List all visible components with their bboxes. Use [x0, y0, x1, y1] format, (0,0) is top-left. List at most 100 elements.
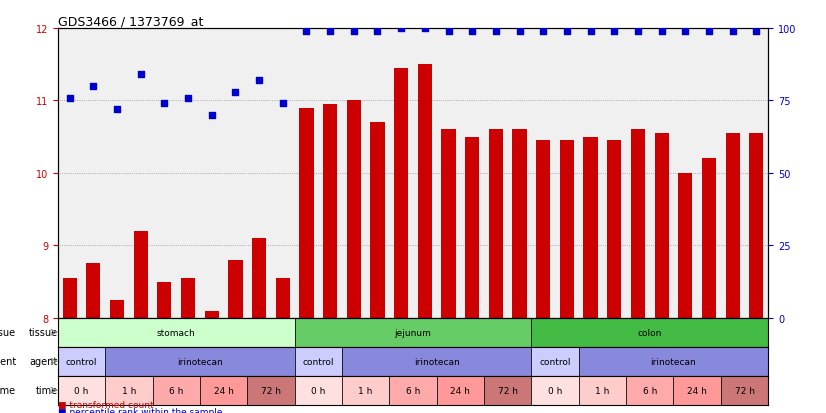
Point — [324, 28, 337, 35]
FancyBboxPatch shape — [437, 376, 484, 405]
Bar — [181, 278, 195, 318]
FancyBboxPatch shape — [389, 376, 437, 405]
Bar — [63, 278, 77, 318]
Text: 24 h: 24 h — [687, 386, 707, 395]
FancyBboxPatch shape — [579, 347, 768, 376]
FancyBboxPatch shape — [531, 347, 579, 376]
Point — [182, 95, 195, 102]
Text: 1 h: 1 h — [121, 386, 136, 395]
Point — [158, 101, 171, 107]
Text: control: control — [302, 357, 334, 366]
Point — [679, 28, 692, 35]
FancyBboxPatch shape — [105, 376, 153, 405]
Y-axis label: tissue: tissue — [0, 328, 17, 337]
Point — [537, 28, 550, 35]
Bar — [678, 173, 692, 318]
FancyBboxPatch shape — [105, 347, 295, 376]
Point — [726, 28, 739, 35]
FancyBboxPatch shape — [247, 376, 295, 405]
Bar — [134, 231, 148, 318]
Point — [87, 83, 100, 90]
Point — [134, 72, 147, 78]
Text: time: time — [36, 385, 58, 395]
Point — [229, 89, 242, 96]
Point — [702, 28, 715, 35]
Text: 24 h: 24 h — [214, 386, 234, 395]
FancyBboxPatch shape — [58, 318, 295, 347]
Point — [205, 112, 218, 119]
FancyBboxPatch shape — [295, 318, 531, 347]
Bar — [347, 101, 361, 318]
Point — [513, 28, 526, 35]
Bar — [252, 238, 266, 318]
Bar — [110, 300, 124, 318]
Bar — [441, 130, 456, 318]
Point — [560, 28, 573, 35]
Text: 72 h: 72 h — [261, 386, 281, 395]
FancyBboxPatch shape — [295, 347, 342, 376]
Point — [631, 28, 644, 35]
Bar — [323, 105, 337, 318]
Text: irinotecan: irinotecan — [414, 357, 459, 366]
Point — [655, 28, 668, 35]
Text: jejunum: jejunum — [395, 328, 431, 337]
Text: tissue: tissue — [29, 328, 58, 337]
Bar — [536, 141, 550, 318]
FancyBboxPatch shape — [342, 376, 389, 405]
FancyBboxPatch shape — [484, 376, 531, 405]
Bar — [276, 278, 290, 318]
Bar — [583, 137, 598, 318]
FancyBboxPatch shape — [579, 376, 626, 405]
FancyBboxPatch shape — [58, 376, 105, 405]
Text: colon: colon — [638, 328, 662, 337]
Bar — [370, 123, 385, 318]
Bar — [465, 137, 479, 318]
Point — [418, 26, 431, 32]
FancyBboxPatch shape — [58, 347, 105, 376]
Text: 0 h: 0 h — [74, 386, 88, 395]
Point — [276, 101, 289, 107]
Bar — [702, 159, 716, 318]
Text: ■ transformed count: ■ transformed count — [58, 400, 154, 409]
FancyBboxPatch shape — [342, 347, 531, 376]
FancyBboxPatch shape — [200, 376, 247, 405]
Text: 6 h: 6 h — [643, 386, 657, 395]
Point — [466, 28, 479, 35]
Bar — [749, 134, 763, 318]
Bar — [725, 134, 740, 318]
Point — [253, 78, 266, 84]
Text: control: control — [66, 357, 97, 366]
Point — [442, 28, 455, 35]
FancyBboxPatch shape — [673, 376, 721, 405]
Text: ■ percentile rank within the sample: ■ percentile rank within the sample — [58, 407, 222, 413]
Point — [489, 28, 502, 35]
Bar — [489, 130, 503, 318]
Text: control: control — [539, 357, 571, 366]
Text: 6 h: 6 h — [406, 386, 420, 395]
Point — [750, 28, 763, 35]
Point — [300, 28, 313, 35]
Text: irinotecan: irinotecan — [177, 357, 223, 366]
Bar — [205, 311, 219, 318]
Text: 1 h: 1 h — [596, 386, 610, 395]
Text: 0 h: 0 h — [548, 386, 563, 395]
Text: 72 h: 72 h — [734, 386, 754, 395]
Y-axis label: agent: agent — [0, 356, 17, 366]
Point — [395, 26, 408, 32]
Bar — [631, 130, 645, 318]
FancyBboxPatch shape — [626, 376, 673, 405]
Bar — [228, 260, 243, 318]
FancyBboxPatch shape — [295, 376, 342, 405]
Text: agent: agent — [30, 356, 58, 366]
Text: 0 h: 0 h — [311, 386, 325, 395]
Point — [111, 107, 124, 113]
FancyBboxPatch shape — [153, 376, 200, 405]
Bar — [654, 134, 669, 318]
Bar — [394, 69, 408, 318]
Point — [347, 28, 360, 35]
Text: stomach: stomach — [157, 328, 196, 337]
Y-axis label: time: time — [0, 385, 17, 395]
Text: GDS3466 / 1373769_at: GDS3466 / 1373769_at — [58, 15, 203, 28]
FancyBboxPatch shape — [721, 376, 768, 405]
Text: irinotecan: irinotecan — [651, 357, 696, 366]
